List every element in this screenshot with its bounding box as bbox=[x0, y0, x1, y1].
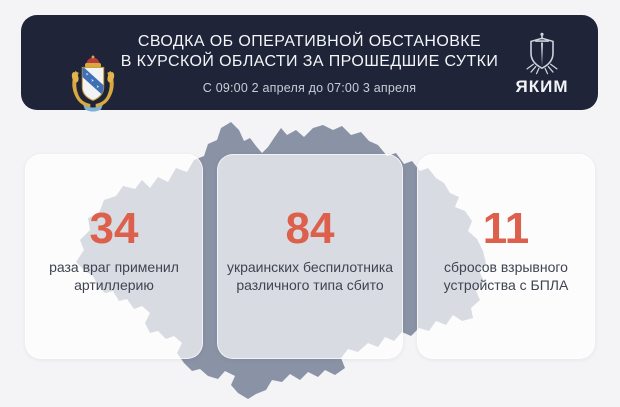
stat-label-line: устройства с БПЛА bbox=[443, 277, 569, 293]
stat-label-line: различного типа сбито bbox=[236, 277, 384, 293]
header-titles: СВОДКА ОБ ОПЕРАТИВНОЙ ОБСТАНОВКЕ В КУРСК… bbox=[21, 32, 598, 96]
stat-card-uav-drops: 11 сбросов взрывного устройства с БПЛА bbox=[417, 154, 595, 359]
stat-value-artillery: 34 bbox=[89, 204, 139, 253]
title-line-2: В КУРСКОЙ ОБЛАСТИ ЗА ПРОШЕДШИЕ СУТКИ bbox=[120, 53, 499, 70]
stat-label-line: раза враг применил bbox=[49, 259, 179, 275]
stat-card-drones: 84 украинских беспилотника различного ти… bbox=[217, 154, 403, 359]
sword-shield-icon bbox=[526, 32, 558, 75]
title-line-1: СВОДКА ОБ ОПЕРАТИВНОЙ ОБСТАНОВКЕ bbox=[137, 33, 482, 50]
stat-label-uav-drops: сбросов взрывного устройства с БПЛА bbox=[418, 258, 594, 294]
stat-value-drones: 84 bbox=[285, 204, 335, 253]
header-banner: СВОДКА ОБ ОПЕРАТИВНОЙ ОБСТАНОВКЕ В КУРСК… bbox=[21, 15, 598, 112]
report-period: С 09:00 2 апреля до 07:00 3 апреля bbox=[202, 81, 417, 95]
stat-label-line: артиллерию bbox=[74, 277, 154, 293]
brand-name: ЯКИМ bbox=[515, 77, 569, 96]
stat-label-drones: украинских беспилотника различного типа … bbox=[218, 258, 402, 294]
stat-value-uav-drops: 11 bbox=[482, 204, 530, 253]
stat-card-artillery: 34 раза враг применил артиллерию bbox=[25, 154, 203, 359]
yakim-logo: ЯКИМ bbox=[500, 32, 584, 97]
stat-label-artillery: раза враг применил артиллерию bbox=[26, 258, 202, 294]
kursk-coat-of-arms-icon bbox=[71, 55, 115, 112]
stat-label-line: сбросов взрывного bbox=[444, 259, 568, 275]
stat-label-line: украинских беспилотника bbox=[226, 259, 394, 275]
